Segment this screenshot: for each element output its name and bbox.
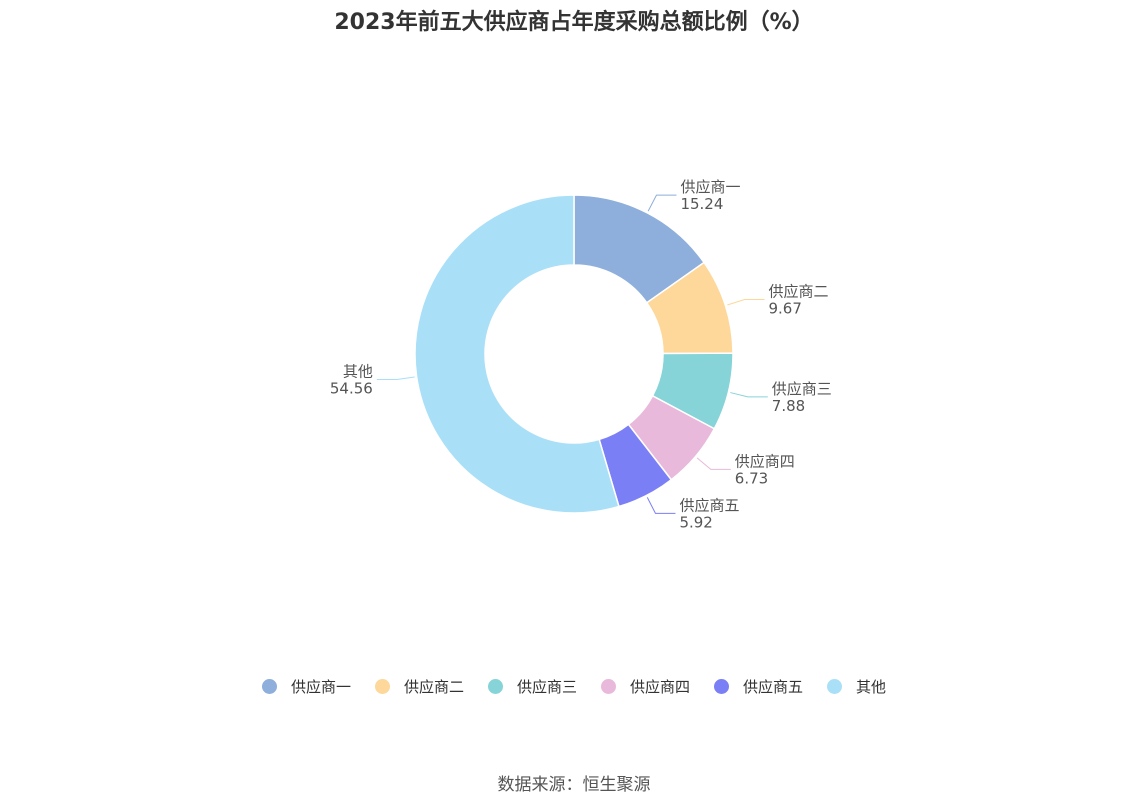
slice-category-label-3: 供应商三 xyxy=(772,380,832,398)
source-note: 数据来源：恒生聚源 xyxy=(497,775,651,795)
legend-label: 供应商二 xyxy=(403,678,464,696)
legend-marker xyxy=(374,679,390,694)
slice-value-label-3: 7.88 xyxy=(772,397,805,415)
slice-6[interactable] xyxy=(414,194,620,514)
slice-category-label-4: 供应商四 xyxy=(735,452,795,470)
slice-value-label-5: 5.92 xyxy=(679,513,712,531)
legend-label: 供应商四 xyxy=(630,678,691,696)
legend-marker xyxy=(714,679,730,694)
slice-category-label-5: 供应商五 xyxy=(679,496,739,514)
slice-value-label-6: 54.56 xyxy=(330,380,373,398)
slice-category-label-2: 供应商二 xyxy=(768,282,828,300)
leader-line-6 xyxy=(376,376,415,381)
slice-value-label-4: 6.73 xyxy=(735,469,768,487)
legend-item-4[interactable]: 供应商四 xyxy=(601,676,690,697)
legend-marker xyxy=(261,679,277,694)
slice-value-label-1: 15.24 xyxy=(680,195,723,213)
legend-label: 供应商一 xyxy=(290,678,351,696)
leader-line-4 xyxy=(696,457,731,470)
legend-item-6[interactable]: 其他 xyxy=(827,676,886,697)
leader-line-1 xyxy=(647,194,677,212)
legend-item-1[interactable]: 供应商一 xyxy=(261,676,351,697)
leader-line-2 xyxy=(727,298,765,306)
legend-label: 其他 xyxy=(856,678,887,696)
slice-category-label-1: 供应商一 xyxy=(680,178,740,196)
legend-marker xyxy=(601,679,616,694)
legend-label: 供应商五 xyxy=(743,678,804,696)
legend-label: 供应商三 xyxy=(516,678,577,696)
legend-item-3[interactable]: 供应商三 xyxy=(487,676,577,697)
slice-category-label-6: 其他 xyxy=(343,363,373,381)
legend-item-2[interactable]: 供应商二 xyxy=(374,676,464,697)
legend-item-5[interactable]: 供应商五 xyxy=(714,676,803,697)
leader-line-3 xyxy=(730,392,768,398)
chart-title: 2023年前五大供应商占年度采购总额比例（%） xyxy=(334,10,814,35)
legend-marker xyxy=(487,679,503,694)
slice-value-label-2: 9.67 xyxy=(768,299,801,317)
legend: 供应商一 供应商二 供应商三 供应商四 供应商五 其他 xyxy=(0,676,1148,697)
legend-marker xyxy=(827,679,843,694)
leader-line-5 xyxy=(646,497,676,514)
